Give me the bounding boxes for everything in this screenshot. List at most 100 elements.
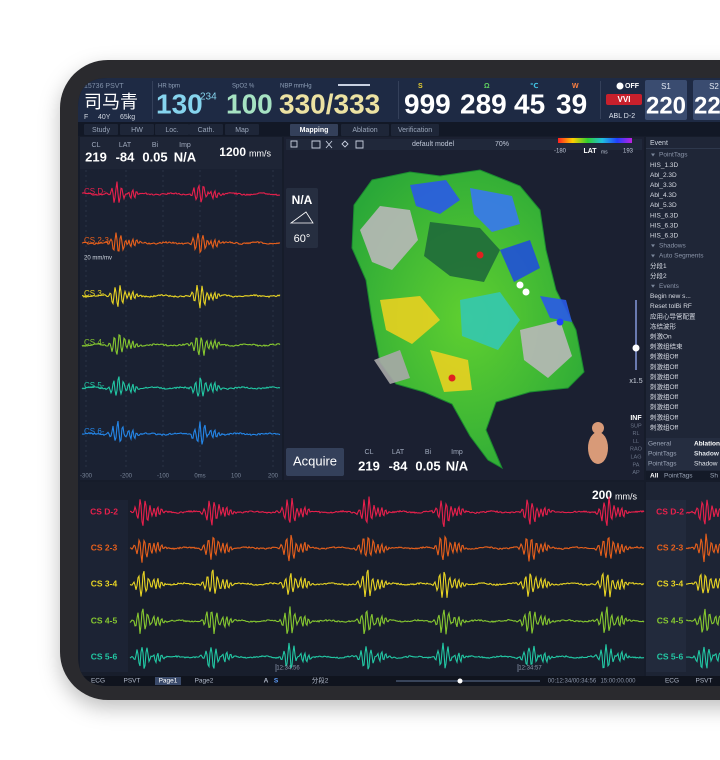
tree-toggle[interactable] — [651, 153, 655, 157]
pacing-toggle[interactable] — [616, 82, 624, 90]
event-item[interactable]: 刺激组Off — [650, 402, 678, 411]
marker-toggle[interactable]: A — [264, 678, 269, 685]
view-label[interactable]: LAG — [630, 454, 641, 460]
event-tab[interactable]: Shadow — [694, 461, 718, 468]
event-item[interactable]: Auto Segments — [659, 253, 704, 260]
event-item[interactable]: Events — [659, 283, 680, 290]
event-item[interactable]: Shadows — [659, 243, 686, 250]
event-item[interactable]: 分段2 — [650, 271, 667, 280]
filter-tab[interactable]: All — [650, 473, 659, 480]
event-tab[interactable]: PointTags — [648, 451, 677, 458]
map-point[interactable] — [516, 281, 524, 289]
footer-tab[interactable]: PSVT — [696, 678, 713, 685]
tab[interactable]: Mapping — [300, 127, 329, 134]
tab[interactable]: Cath. — [198, 127, 215, 134]
footer-tab[interactable]: Page1 — [159, 678, 178, 685]
event-item[interactable]: Abl_5.3D — [650, 202, 677, 209]
footer-tab[interactable]: ECG — [665, 678, 679, 685]
event-item[interactable]: 分段1 — [650, 261, 667, 270]
pacing-state[interactable]: OFF — [625, 83, 640, 90]
model-select[interactable]: default model — [412, 141, 454, 148]
angle-icon — [289, 211, 314, 224]
event-tab[interactable]: PointTags — [648, 461, 677, 468]
filter-tab[interactable]: PointTags — [664, 473, 693, 480]
segment-select[interactable]: 分段2 — [312, 676, 329, 685]
angle-box — [286, 188, 318, 248]
event-item[interactable]: Abl_4.3D — [650, 192, 677, 199]
event-item[interactable]: 刺激组Off — [650, 392, 678, 401]
divider — [152, 81, 153, 119]
map-point[interactable] — [448, 374, 456, 382]
tool-icon[interactable] — [311, 140, 321, 149]
view-label[interactable]: SUP — [630, 423, 642, 429]
view-label[interactable]: INF — [630, 415, 642, 422]
lat-max: 193 — [623, 149, 634, 155]
event-item[interactable]: 刺激On — [650, 332, 672, 341]
event-item[interactable]: 刺激组Off — [650, 372, 678, 381]
map-point[interactable] — [522, 288, 530, 296]
map-region — [360, 206, 418, 270]
ablation-unit: ℃ — [530, 82, 538, 90]
footer-tab[interactable]: Page2 — [195, 678, 214, 685]
acquire-button[interactable] — [286, 448, 344, 476]
marker-toggle[interactable]: S — [274, 678, 279, 685]
tree-toggle[interactable] — [651, 284, 655, 288]
tab[interactable]: Ablation — [352, 127, 377, 134]
event-item[interactable]: 刺激组Off — [650, 362, 678, 371]
acquire-label[interactable]: Acquire — [293, 453, 337, 468]
event-item[interactable]: 应用心导管配置 — [650, 311, 696, 320]
tool-icon[interactable] — [355, 140, 364, 149]
tool-icon[interactable] — [341, 140, 349, 148]
view-label[interactable]: AP — [632, 470, 640, 476]
timeline-handle[interactable] — [457, 678, 463, 684]
stat-value: -84 — [389, 458, 409, 473]
map-toolbar — [286, 139, 642, 150]
map-region — [500, 240, 540, 282]
tab[interactable]: Loc. — [165, 127, 178, 134]
event-item[interactable]: 刺激组结束 — [650, 342, 683, 351]
event-item[interactable]: Reset tolBi RF — [650, 303, 692, 310]
tool-icon[interactable] — [325, 140, 333, 149]
view-label[interactable]: RAO — [630, 447, 643, 453]
tab[interactable]: Verification — [398, 127, 432, 134]
event-tab[interactable]: Ablation — [694, 441, 720, 448]
view-label[interactable]: PA — [633, 462, 640, 468]
event-tab[interactable]: General — [648, 441, 672, 448]
event-item[interactable]: Begin new s... — [650, 293, 691, 300]
event-item[interactable]: Abl_3.3D — [650, 182, 677, 189]
strip-unit: mm/s — [615, 491, 637, 501]
opacity-select[interactable]: 70% — [495, 141, 509, 148]
event-item[interactable]: HIS_6.3D — [650, 212, 678, 219]
event-item[interactable]: PointTags — [659, 152, 688, 159]
event-tab[interactable]: Shadow — [694, 451, 720, 458]
left-panel — [80, 137, 282, 480]
event-item[interactable]: 刺激组Off — [650, 382, 678, 391]
stat-label: LAT — [119, 142, 132, 149]
footer-tab[interactable]: ECG — [91, 678, 105, 685]
event-item[interactable]: HIS_6.3D — [650, 222, 678, 229]
tab[interactable]: Study — [92, 127, 110, 134]
event-item[interactable]: HIS_6.3D — [650, 233, 678, 240]
ablation-unit: Ω — [484, 83, 490, 90]
filter-tab[interactable]: Sh — [710, 473, 718, 480]
channel-label: CS D- — [84, 187, 106, 196]
zoom-handle[interactable] — [632, 344, 640, 352]
map-point[interactable] — [556, 318, 564, 326]
tree-toggle[interactable] — [651, 254, 655, 258]
event-item[interactable]: 刺激组Off — [650, 422, 678, 431]
lat-unit: ms — [601, 149, 608, 155]
view-label[interactable]: LL — [633, 439, 639, 445]
tab[interactable]: Map — [235, 127, 249, 134]
tool-icon[interactable] — [290, 140, 298, 148]
event-item[interactable]: Abl_2.3D — [650, 172, 677, 179]
view-label[interactable]: RL — [632, 431, 639, 437]
map-point[interactable] — [476, 251, 484, 259]
footer-tab[interactable]: PSVT — [124, 678, 141, 685]
event-item[interactable]: HIS_1.3D — [650, 162, 678, 169]
tab[interactable]: HW — [131, 127, 143, 134]
event-item[interactable]: 刺激组Off — [650, 352, 678, 361]
tree-toggle[interactable] — [651, 244, 655, 248]
event-item[interactable]: 冻结波形 — [650, 321, 677, 330]
event-item[interactable]: 刺激组Off — [650, 412, 678, 421]
